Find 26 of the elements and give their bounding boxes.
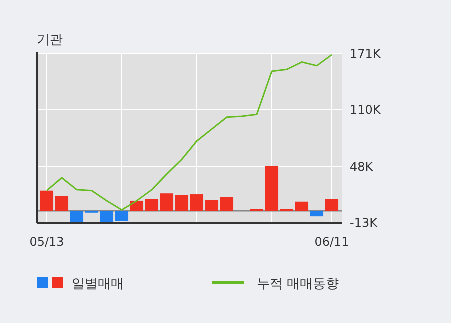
- bar: [70, 211, 84, 223]
- bar: [325, 199, 339, 212]
- bar: [160, 194, 174, 212]
- legend-label: 누적 매매동향: [257, 277, 340, 292]
- legend-label: 일별매매: [72, 277, 124, 292]
- bar: [265, 166, 279, 212]
- bar: [310, 211, 324, 217]
- bar: [55, 196, 69, 212]
- bar: [205, 200, 219, 212]
- bar: [130, 200, 144, 212]
- bar: [175, 195, 189, 212]
- line-series: [46, 54, 333, 211]
- bar: [295, 202, 309, 212]
- y-tick-label: 110K: [350, 103, 382, 118]
- x-tick-label: 06/11: [314, 235, 350, 249]
- bar: [115, 211, 129, 222]
- bar: [190, 194, 204, 212]
- bar: [220, 197, 234, 212]
- y-tick-label: 48K: [350, 160, 374, 174]
- x-tick-label: 05/13: [30, 235, 64, 249]
- y-tick-label: 171K: [350, 47, 382, 61]
- y-tick-label: -13K: [350, 216, 379, 230]
- chart-title: 기관: [37, 33, 63, 48]
- bar: [145, 199, 159, 212]
- bar: [100, 211, 114, 222]
- bar: [40, 190, 54, 212]
